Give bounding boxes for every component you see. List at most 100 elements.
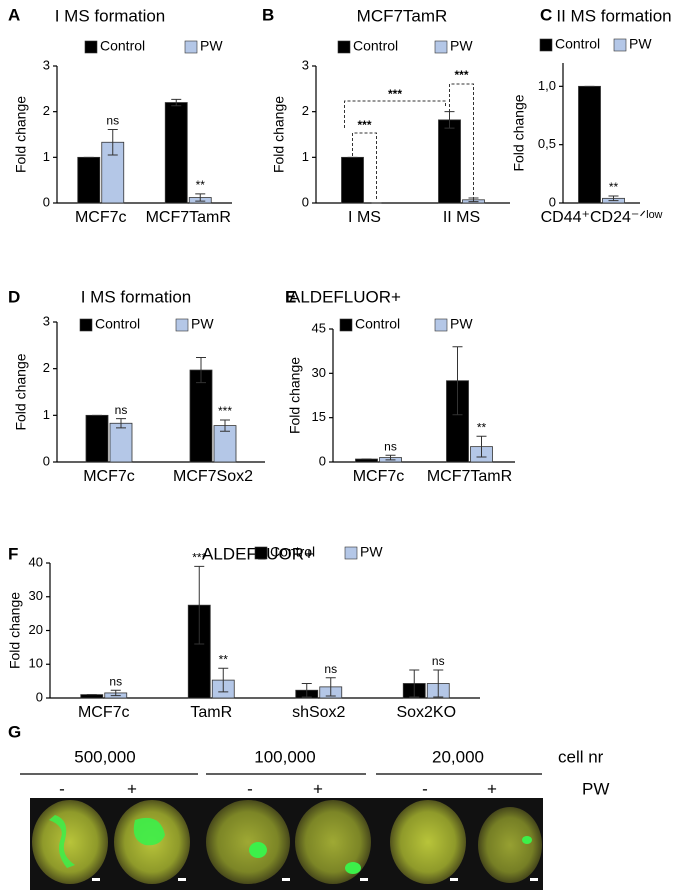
error-bar	[196, 356, 206, 384]
legend-label: PW	[360, 544, 383, 560]
x-tick-label: MCF7Sox2	[173, 468, 253, 485]
significance-label: ns	[384, 439, 397, 453]
treatment-label: PW	[582, 779, 609, 798]
dish-photos	[30, 798, 543, 890]
y-tick-label: 40	[29, 554, 43, 569]
significance-label: ***	[388, 87, 402, 101]
bar	[578, 85, 601, 204]
legend-swatch	[337, 40, 351, 54]
group-label: 500,000	[74, 747, 135, 766]
error-bar	[385, 454, 396, 461]
y-tick-label: 30	[312, 365, 326, 380]
sign: -	[247, 779, 253, 798]
unit-label: cell nr	[558, 747, 604, 766]
significance-label: ns	[324, 662, 337, 676]
y-axis-label: Fold change	[13, 353, 29, 430]
y-tick-label: 3	[302, 57, 309, 72]
y-tick-label: 0	[319, 453, 326, 468]
y-tick-label: 1,0	[538, 78, 556, 93]
significance-label: **	[477, 420, 487, 434]
error-bar	[195, 193, 206, 202]
bar	[341, 156, 364, 204]
chart-title: II MS formation	[556, 6, 671, 25]
significance-bracket	[344, 100, 446, 128]
x-tick-label: II MS	[443, 209, 480, 226]
error-bar	[116, 418, 126, 429]
y-tick-label: 20	[29, 622, 43, 637]
significance-label: **	[219, 652, 229, 666]
significance-bracket	[449, 83, 474, 198]
sign: -	[422, 779, 428, 798]
legend-label: PW	[450, 316, 473, 332]
panel-letter: B	[262, 5, 274, 24]
y-axis-label: Fold change	[7, 592, 23, 669]
x-tick-label: shSox2	[292, 704, 345, 721]
significance-label: ***	[192, 551, 206, 565]
significance-label: ns	[109, 674, 122, 688]
error-bar	[452, 346, 463, 416]
y-tick-label: 0	[43, 194, 50, 209]
sign: +	[487, 779, 497, 798]
y-tick-label: 0	[36, 689, 43, 704]
legend-swatch	[254, 546, 268, 560]
error-bar	[218, 667, 229, 693]
legend-label: PW	[450, 38, 473, 54]
group-label: 100,000	[254, 747, 315, 766]
error-bar	[476, 435, 487, 458]
sign: +	[127, 779, 137, 798]
chart-title: I MS formation	[55, 6, 166, 25]
legend-label: Control	[270, 544, 315, 560]
panel-letter: A	[8, 5, 20, 24]
legend-swatch	[84, 40, 98, 54]
y-tick-label: 1	[43, 407, 50, 422]
x-tick-label: MCF7c	[78, 704, 130, 721]
legend-label: Control	[353, 38, 398, 54]
panel-letter: D	[8, 287, 20, 306]
legend-label: Control	[355, 316, 400, 332]
x-tick-label: MCF7c	[83, 468, 135, 485]
error-bar	[194, 565, 205, 645]
y-axis-label: Fold change	[271, 96, 287, 173]
y-tick-label: 3	[43, 57, 50, 72]
legend-swatch	[339, 318, 353, 332]
y-tick-label: 45	[312, 320, 326, 335]
error-bar	[301, 682, 312, 698]
y-tick-label: 0	[549, 194, 556, 209]
y-axis-label: Fold change	[511, 94, 527, 171]
y-tick-label: 0,5	[538, 136, 556, 151]
legend-swatch	[184, 40, 198, 54]
x-tick-label: MCF7TamR	[427, 468, 512, 485]
error-bar	[220, 419, 230, 432]
bar	[189, 369, 213, 463]
panel-letter: G	[8, 722, 21, 741]
error-bar	[325, 677, 336, 697]
y-tick-label: 2	[43, 103, 50, 118]
sign: -	[59, 779, 65, 798]
x-tick-label: TamR	[190, 704, 232, 721]
y-axis-label: Fold change	[287, 357, 303, 434]
panel-letter: F	[8, 544, 18, 563]
bar	[109, 422, 133, 463]
chart-title: MCF7TamR	[357, 6, 448, 25]
panel-letter: C	[540, 5, 552, 24]
y-tick-label: 15	[312, 409, 326, 424]
bar	[80, 694, 104, 699]
significance-label: ***	[218, 404, 232, 418]
legend-swatch	[344, 546, 358, 560]
significance-label: ns	[432, 654, 445, 668]
significance-label: ***	[454, 68, 468, 82]
error-bar	[110, 689, 121, 697]
significance-bracket	[352, 132, 377, 200]
legend-swatch	[434, 40, 448, 54]
bar	[164, 102, 188, 204]
panel-letter: E	[285, 287, 296, 306]
bar	[85, 414, 109, 463]
y-tick-label: 2	[43, 360, 50, 375]
x-tick-label: I MS	[348, 209, 381, 226]
error-bar	[409, 669, 420, 698]
y-tick-label: 1	[43, 149, 50, 164]
chart-title: I MS formation	[81, 287, 192, 306]
legend-swatch	[434, 318, 448, 332]
legend-swatch	[539, 38, 553, 52]
bar	[438, 119, 461, 204]
